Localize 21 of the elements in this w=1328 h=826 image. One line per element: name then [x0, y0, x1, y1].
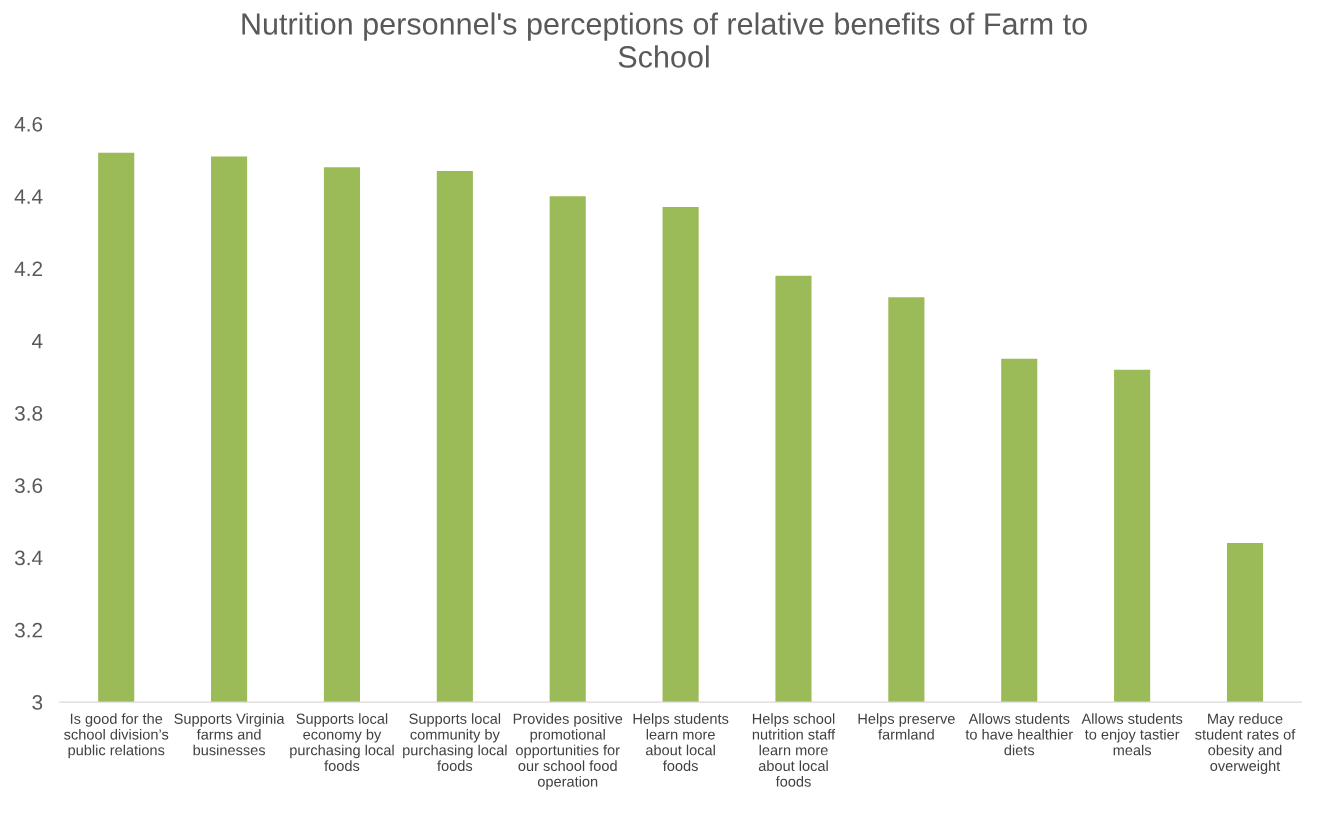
- y-tick-label: 4.4: [14, 189, 43, 204]
- y-tick-label: 3.8: [14, 406, 43, 421]
- y-tick-label: 4: [31, 333, 43, 349]
- y-tick-label: 4.2: [14, 261, 43, 276]
- x-tick-label: Provides positive promotional opportunities for our school food operation: [513, 713, 623, 790]
- y-tick-label: 3.4: [14, 550, 43, 566]
- x-tick-label: Allows students to have healthier diets: [965, 713, 1073, 756]
- x-tick-label: Is good for the school division’s public relations: [64, 713, 169, 759]
- x-tick-label: May reduce student rates of obesity and overweight: [1195, 713, 1296, 774]
- x-tick-label: Supports local economy by purchasing local foods: [290, 713, 394, 772]
- x-tick-label: Allows students to enjoy tastier meals: [1081, 713, 1183, 756]
- y-tick-label: 4.6: [14, 116, 43, 132]
- y-tick-label: 3: [32, 695, 43, 710]
- x-tick-label: Helps school nutrition staff learn more about local foods: [752, 713, 836, 787]
- y-tick-label: 3.2: [14, 622, 43, 638]
- x-tick-label: Helps preserve farmland: [858, 713, 955, 740]
- chart-title: Nutrition personnel's perceptions of relative benefits of Farm to School: [242, 12, 1087, 68]
- y-tick-label: 3.6: [14, 478, 43, 494]
- x-tick-label: Supports Virginia farms and businesses: [174, 713, 285, 756]
- x-tick-label: Supports local community by purchasing local foods: [403, 713, 507, 772]
- x-tick-label: Helps students learn more about local foods: [633, 713, 729, 772]
